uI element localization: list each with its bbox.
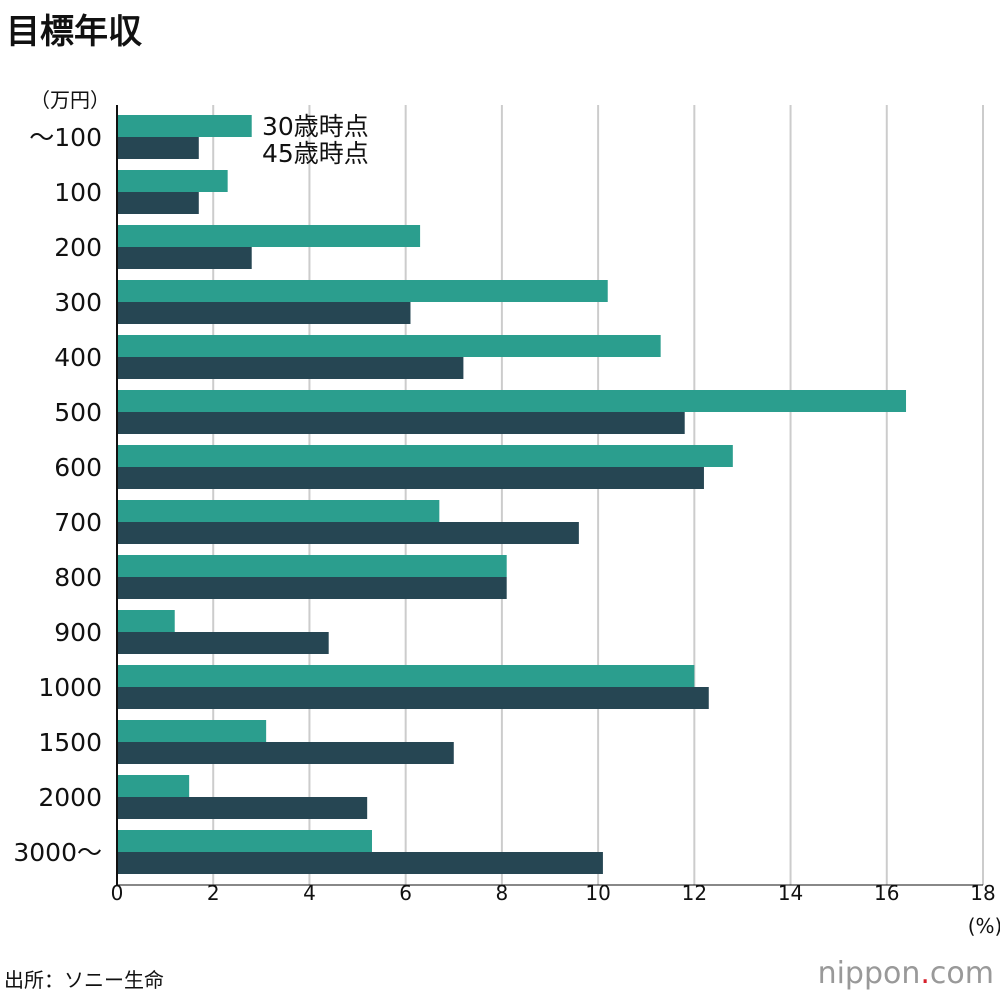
bar-30 bbox=[117, 115, 252, 137]
bar-45 bbox=[117, 687, 709, 709]
bar-30 bbox=[117, 170, 228, 192]
x-axis-unit-label: (%) bbox=[968, 914, 1000, 938]
y-tick-label: 1500 bbox=[38, 728, 102, 757]
bar-45 bbox=[117, 522, 579, 544]
bar-45 bbox=[117, 797, 368, 819]
bar-45 bbox=[117, 742, 454, 764]
y-tick-label: 700 bbox=[54, 508, 102, 537]
bar-45 bbox=[117, 412, 685, 434]
x-tick-label: 0 bbox=[111, 881, 124, 905]
x-tick-label: 2 bbox=[207, 881, 220, 905]
legend-label: 45歳時点 bbox=[262, 139, 369, 168]
x-tick-label: 4 bbox=[303, 881, 316, 905]
x-tick-label: 6 bbox=[399, 881, 412, 905]
y-axis-unit-label: （万円） bbox=[30, 88, 110, 112]
y-tick-label: 300 bbox=[54, 288, 102, 317]
bar-45 bbox=[117, 632, 329, 654]
bar-30 bbox=[117, 775, 190, 797]
bar-30 bbox=[117, 335, 661, 357]
y-tick-label: 600 bbox=[54, 453, 102, 482]
y-tick-label: 900 bbox=[54, 618, 102, 647]
bar-30 bbox=[117, 225, 421, 247]
y-tick-label: 200 bbox=[54, 233, 102, 262]
bar-30 bbox=[117, 830, 372, 852]
logo-suffix: com bbox=[929, 956, 994, 991]
bar-30 bbox=[117, 610, 175, 632]
bar-30 bbox=[117, 720, 267, 742]
y-tick-label: 3000〜 bbox=[13, 838, 102, 867]
bar-30 bbox=[117, 500, 440, 522]
x-tick-label: 8 bbox=[496, 881, 509, 905]
nippon-logo: nippon.com bbox=[818, 956, 994, 991]
bar-45 bbox=[117, 852, 603, 874]
y-tick-label: 500 bbox=[54, 398, 102, 427]
bar-45 bbox=[117, 467, 704, 489]
bar-30 bbox=[117, 390, 907, 412]
y-tick-label: 400 bbox=[54, 343, 102, 372]
chart-title: 目標年収 bbox=[6, 12, 142, 52]
bar-45 bbox=[117, 302, 411, 324]
bar-30 bbox=[117, 445, 733, 467]
y-tick-label: 2000 bbox=[38, 783, 102, 812]
y-tick-label: 〜100 bbox=[29, 123, 102, 152]
bar-45 bbox=[117, 357, 464, 379]
y-tick-label: 100 bbox=[54, 178, 102, 207]
bar-30 bbox=[117, 280, 608, 302]
y-tick-label: 800 bbox=[54, 563, 102, 592]
legend-label: 30歳時点 bbox=[262, 112, 369, 141]
bar-45 bbox=[117, 577, 507, 599]
bar-45 bbox=[117, 192, 199, 214]
source-note: 出所：ソニー生命 bbox=[4, 968, 164, 992]
bar-30 bbox=[117, 665, 695, 687]
bar-45 bbox=[117, 247, 252, 269]
bar-30 bbox=[117, 555, 507, 577]
bar-45 bbox=[117, 137, 199, 159]
logo-dot: . bbox=[920, 956, 930, 991]
logo-text: nippon bbox=[817, 956, 921, 991]
y-tick-label: 1000 bbox=[38, 673, 102, 702]
